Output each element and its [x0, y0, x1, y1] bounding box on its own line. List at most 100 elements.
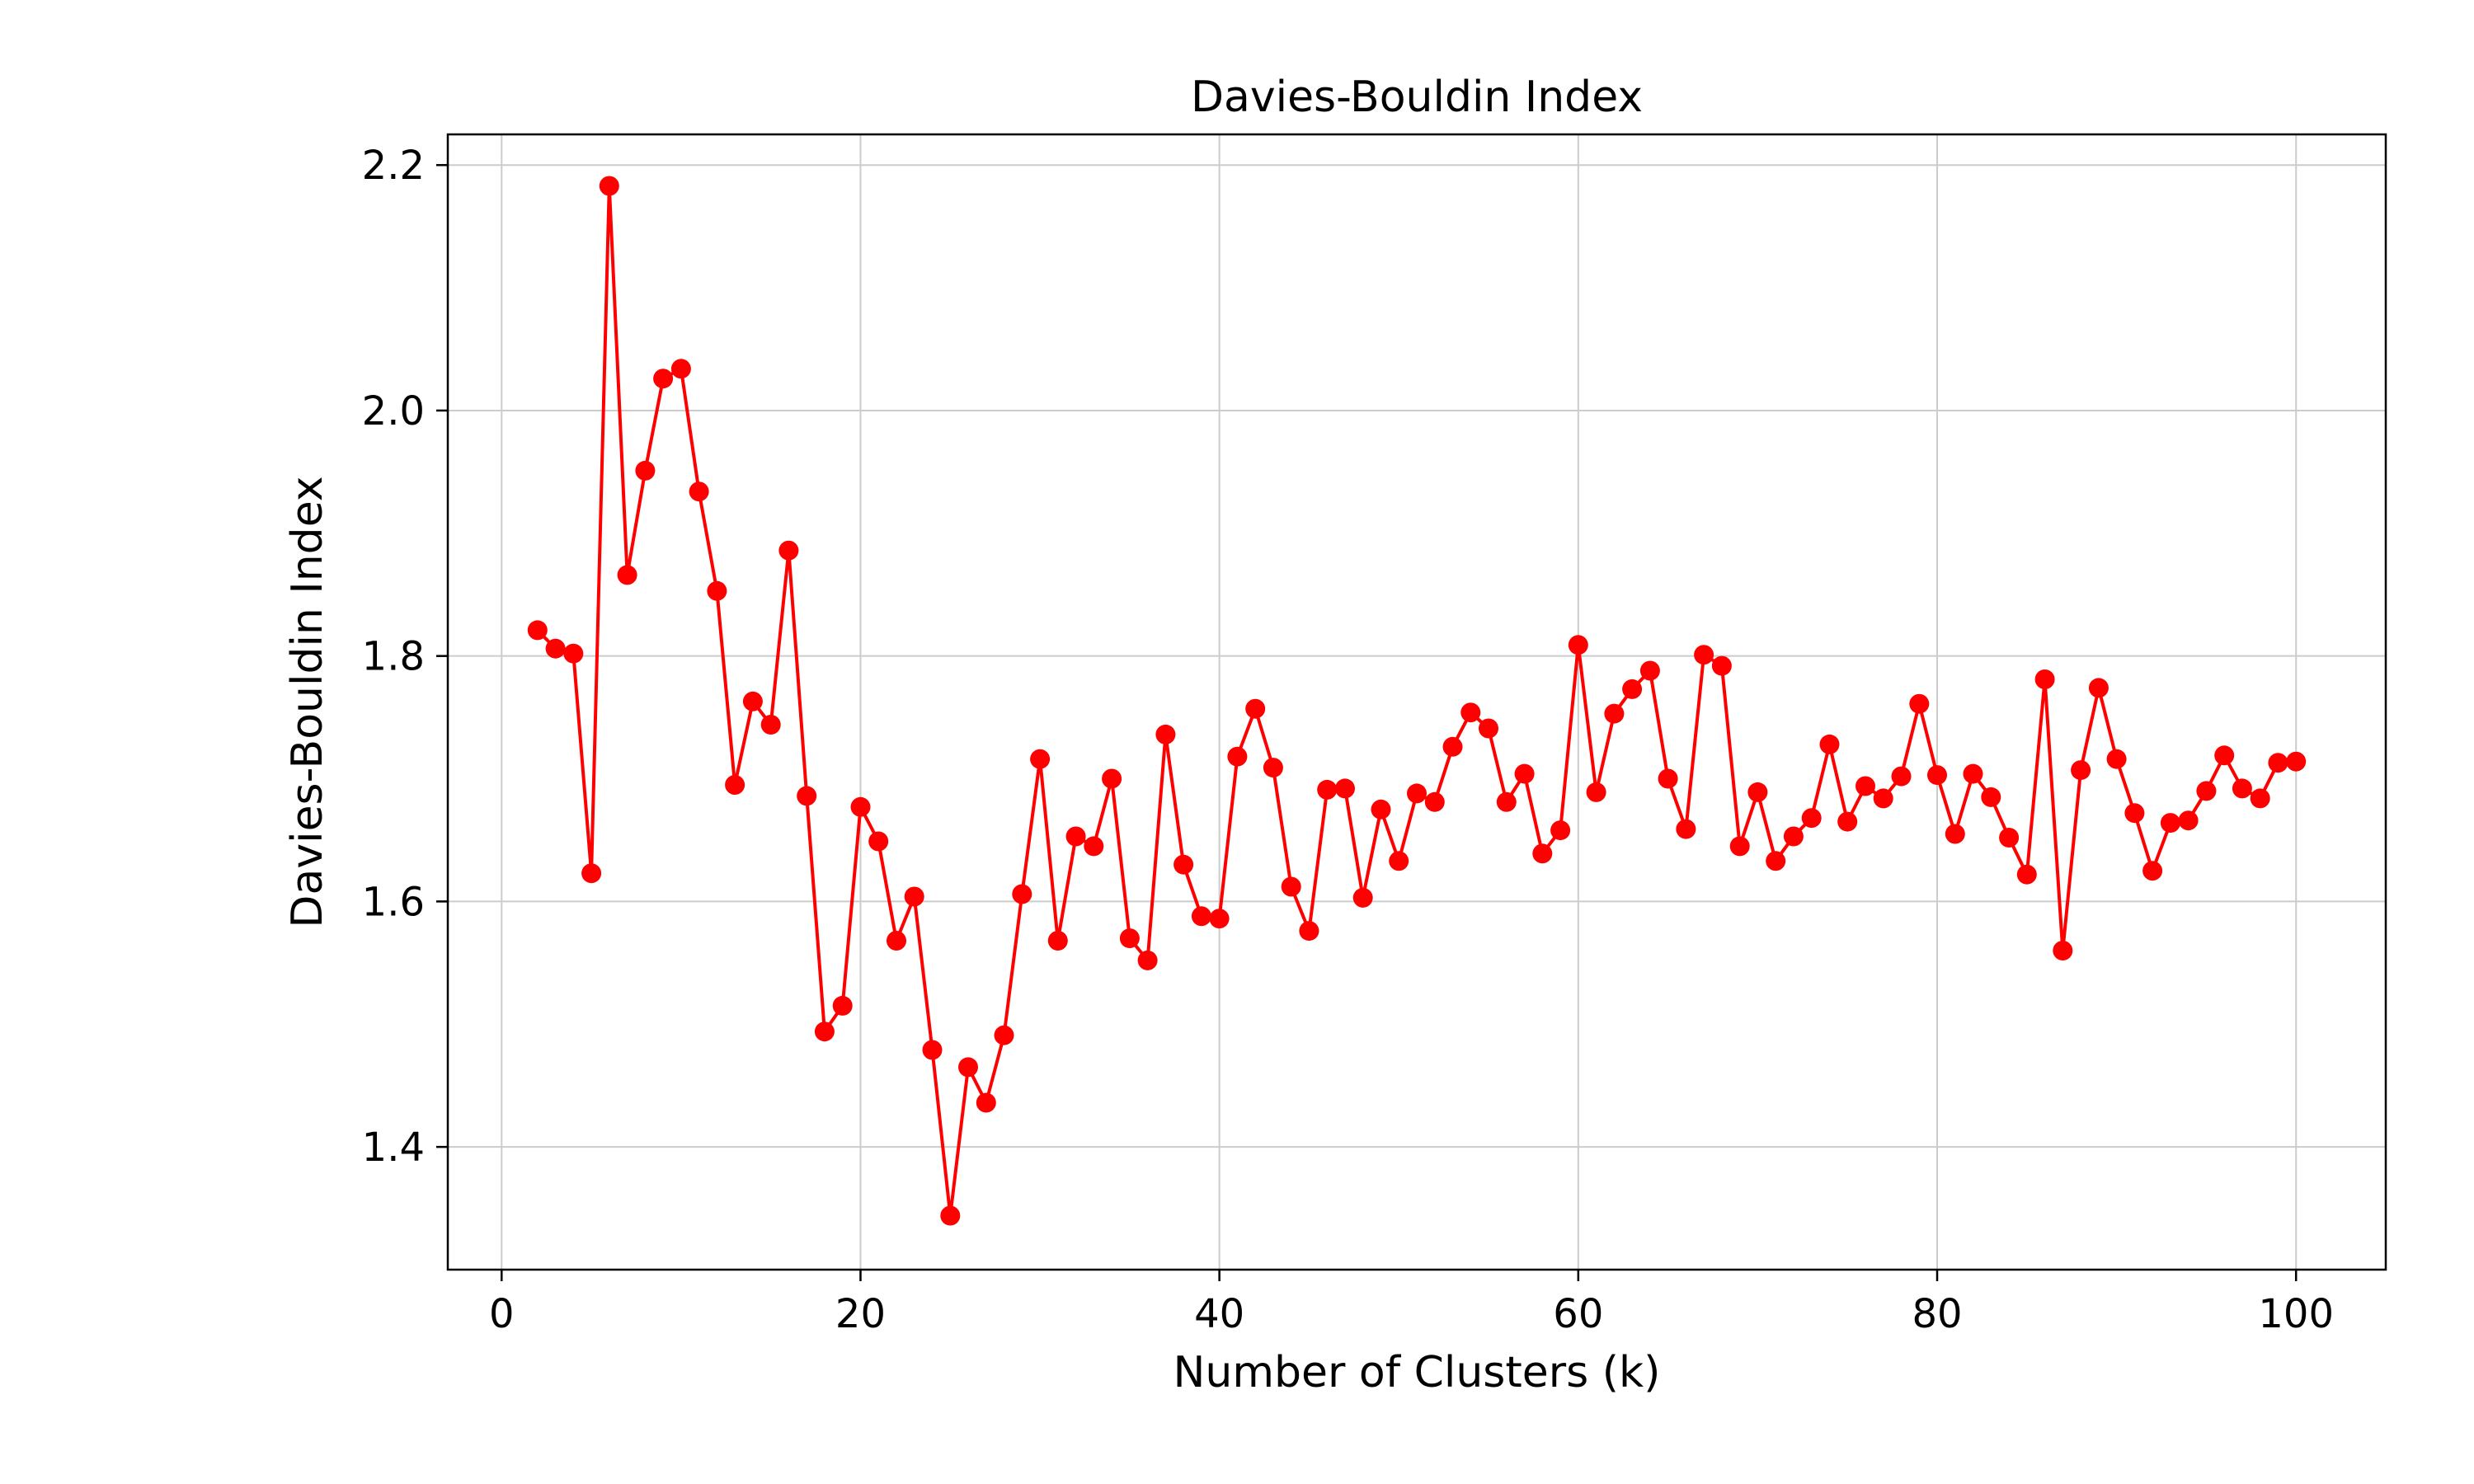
data-point [1694, 645, 1714, 665]
chart-title: Davies-Bouldin Index [1191, 73, 1643, 122]
data-point [832, 995, 853, 1016]
plot-frame [446, 133, 2387, 1271]
data-point [1281, 876, 1301, 897]
data-point [1479, 718, 1498, 739]
x-tick-label: 80 [1912, 1291, 1962, 1337]
data-point [581, 863, 602, 884]
data-point [1801, 808, 1822, 829]
grid-lines [448, 134, 2386, 1270]
data-point [2178, 810, 2199, 831]
data-point [1856, 776, 1875, 796]
data-markers [527, 176, 2307, 1226]
data-point [850, 796, 871, 817]
data-point [2016, 864, 2037, 885]
data-point [1766, 851, 1786, 871]
data-point [1568, 635, 1588, 655]
data-point [1873, 788, 1893, 809]
x-axis-title: Number of Clusters (k) [1174, 1348, 1661, 1397]
data-point [760, 715, 781, 735]
data-point [814, 1021, 835, 1042]
data-point [527, 620, 548, 641]
data-point [1299, 921, 1319, 942]
data-point [1514, 763, 1535, 784]
data-point [742, 691, 763, 711]
data-point [1084, 836, 1104, 857]
data-point [1407, 783, 1427, 804]
data-point [2106, 749, 2127, 769]
data-point [2053, 941, 2073, 960]
data-point [617, 565, 637, 585]
axis-ticks: 0 20 40 60 80 100 1.4 1.6 1.8 2.0 2.2 [362, 143, 2334, 1337]
data-point [1030, 749, 1051, 769]
data-point [2214, 745, 2235, 766]
data-point [670, 359, 691, 379]
data-point [1119, 928, 1140, 949]
data-point [1352, 887, 1373, 908]
data-point [1586, 782, 1606, 802]
data-point [1747, 782, 1768, 802]
data-point [958, 1057, 978, 1078]
data-point [1639, 660, 1660, 681]
x-tick-label: 20 [835, 1291, 886, 1337]
data-point [1658, 768, 1678, 789]
data-point [2250, 788, 2270, 809]
data-point [1317, 779, 1338, 800]
data-point [2034, 669, 2055, 689]
data-point [1371, 799, 1391, 819]
data-point [940, 1205, 961, 1226]
data-point [2286, 751, 2307, 772]
data-point [545, 638, 566, 659]
data-point [1622, 679, 1643, 699]
data-point [1174, 854, 1194, 875]
data-point [1676, 819, 1696, 839]
data-point [2088, 678, 2109, 698]
data-point [707, 580, 727, 601]
data-point [1460, 702, 1481, 723]
data-point [1047, 931, 1068, 951]
data-point [2268, 753, 2288, 773]
data-point [1442, 736, 1463, 757]
data-point [1012, 884, 1032, 904]
data-point [2160, 813, 2180, 834]
data-point [1065, 826, 1086, 847]
data-point [2124, 803, 2145, 824]
data-point [635, 460, 656, 481]
data-point [778, 540, 799, 561]
data-point [1604, 703, 1625, 724]
data-point [725, 775, 745, 795]
data-point [1729, 836, 1750, 857]
data-point [887, 931, 906, 951]
x-tick-label: 0 [489, 1291, 515, 1337]
data-point [904, 886, 924, 907]
data-point [1927, 765, 1947, 786]
data-point [1783, 826, 1804, 847]
y-tick-label: 1.8 [362, 634, 425, 680]
data-point [599, 176, 619, 196]
data-point [1227, 746, 1248, 767]
data-point [653, 369, 674, 389]
y-tick-label: 1.4 [362, 1125, 425, 1171]
data-point [1981, 787, 2001, 807]
data-point [1389, 851, 1409, 871]
data-point [1891, 766, 1912, 787]
y-axis-title: Davies-Bouldin Index [283, 476, 332, 928]
data-point [994, 1025, 1014, 1045]
data-point [1999, 828, 2020, 848]
data-point [1909, 693, 1930, 714]
data-point [1496, 791, 1517, 812]
x-tick-label: 40 [1194, 1291, 1244, 1337]
data-point [1191, 906, 1211, 927]
data-point [2232, 778, 2252, 799]
data-point [563, 643, 584, 664]
data-point [1102, 768, 1122, 789]
data-point [1335, 778, 1355, 799]
data-point [1550, 820, 1571, 841]
data-point [2071, 760, 2091, 781]
x-tick-label: 60 [1553, 1291, 1603, 1337]
data-point [1711, 655, 1732, 676]
data-point [1819, 734, 1840, 754]
y-tick-label: 1.6 [362, 879, 425, 925]
data-point [1263, 758, 1283, 778]
